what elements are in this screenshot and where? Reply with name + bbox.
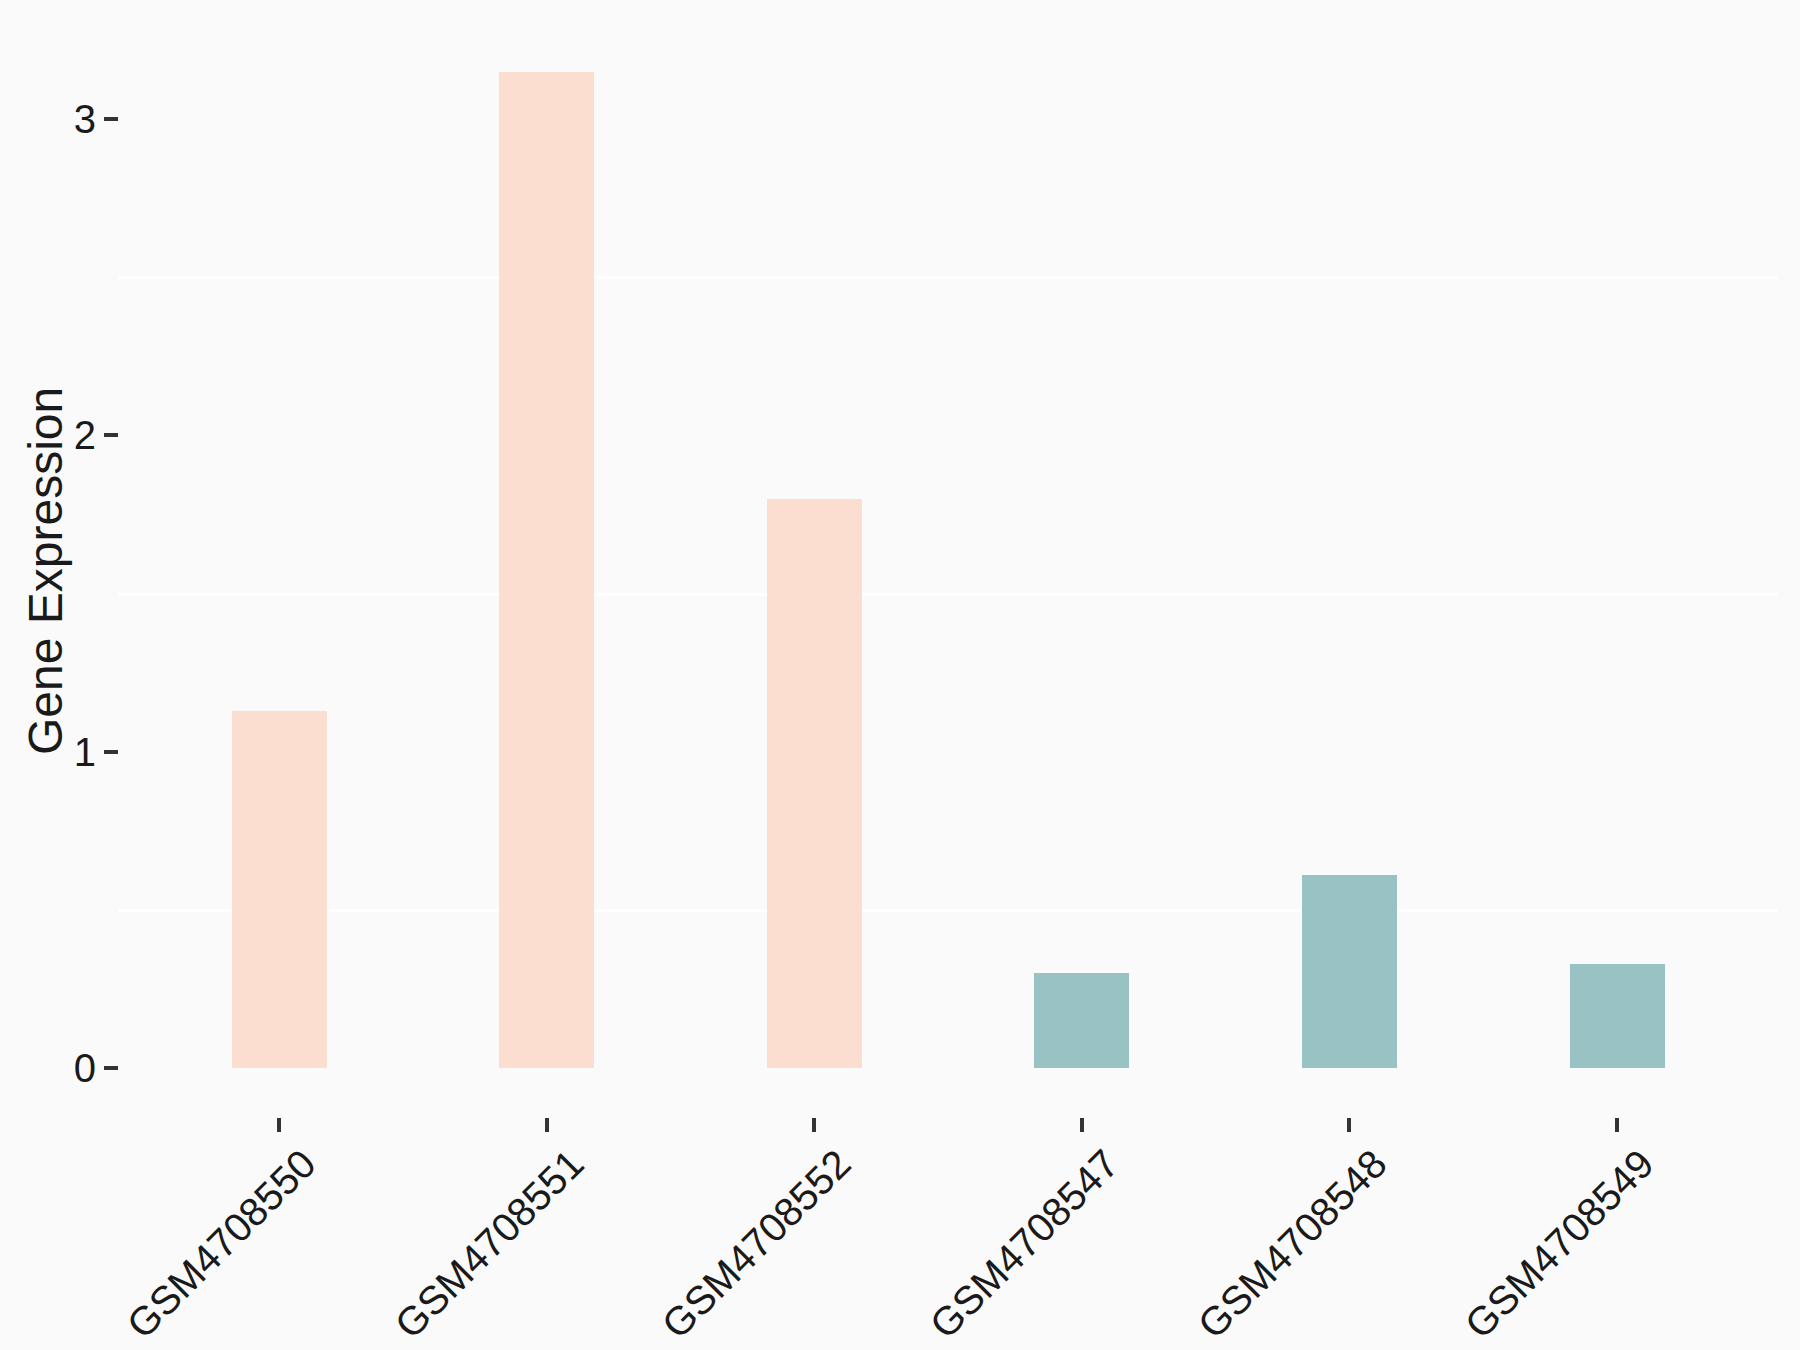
bar-GSM4708547: [1034, 973, 1129, 1068]
y-tick-label: 0: [26, 1048, 96, 1088]
x-tick-label: GSM4708548: [1189, 1141, 1395, 1347]
plot-panel: [118, 0, 1778, 1118]
minor-gridline: [118, 276, 1778, 279]
y-tick-label: 3: [26, 99, 96, 139]
y-tick-label: 1: [26, 732, 96, 772]
x-tick-mark: [277, 1118, 281, 1132]
y-tick-mark: [104, 1066, 118, 1070]
gene-expression-bar-chart: Gene Expression 0123 GSM4708550GSM470855…: [0, 0, 1800, 1350]
bar-GSM4708551: [499, 72, 594, 1068]
x-tick-label: GSM4708552: [654, 1141, 860, 1347]
x-tick-mark: [812, 1118, 816, 1132]
x-tick-mark: [1347, 1118, 1351, 1132]
x-tick-mark: [545, 1118, 549, 1132]
x-tick-mark: [1615, 1118, 1619, 1132]
x-tick-label: GSM4708550: [118, 1141, 324, 1347]
bar-GSM4708549: [1570, 964, 1665, 1068]
y-tick-label: 2: [26, 415, 96, 455]
y-tick-mark: [104, 117, 118, 121]
bar-GSM4708552: [767, 499, 862, 1068]
x-tick-label: GSM4708551: [386, 1141, 592, 1347]
bar-GSM4708548: [1302, 875, 1397, 1068]
x-tick-label: GSM4708547: [921, 1141, 1127, 1347]
x-tick-mark: [1080, 1118, 1084, 1132]
bar-GSM4708550: [232, 711, 327, 1068]
minor-gridline: [118, 593, 1778, 596]
y-tick-mark: [104, 750, 118, 754]
x-tick-label: GSM4708549: [1456, 1141, 1662, 1347]
minor-gridline: [118, 909, 1778, 912]
y-tick-mark: [104, 433, 118, 437]
